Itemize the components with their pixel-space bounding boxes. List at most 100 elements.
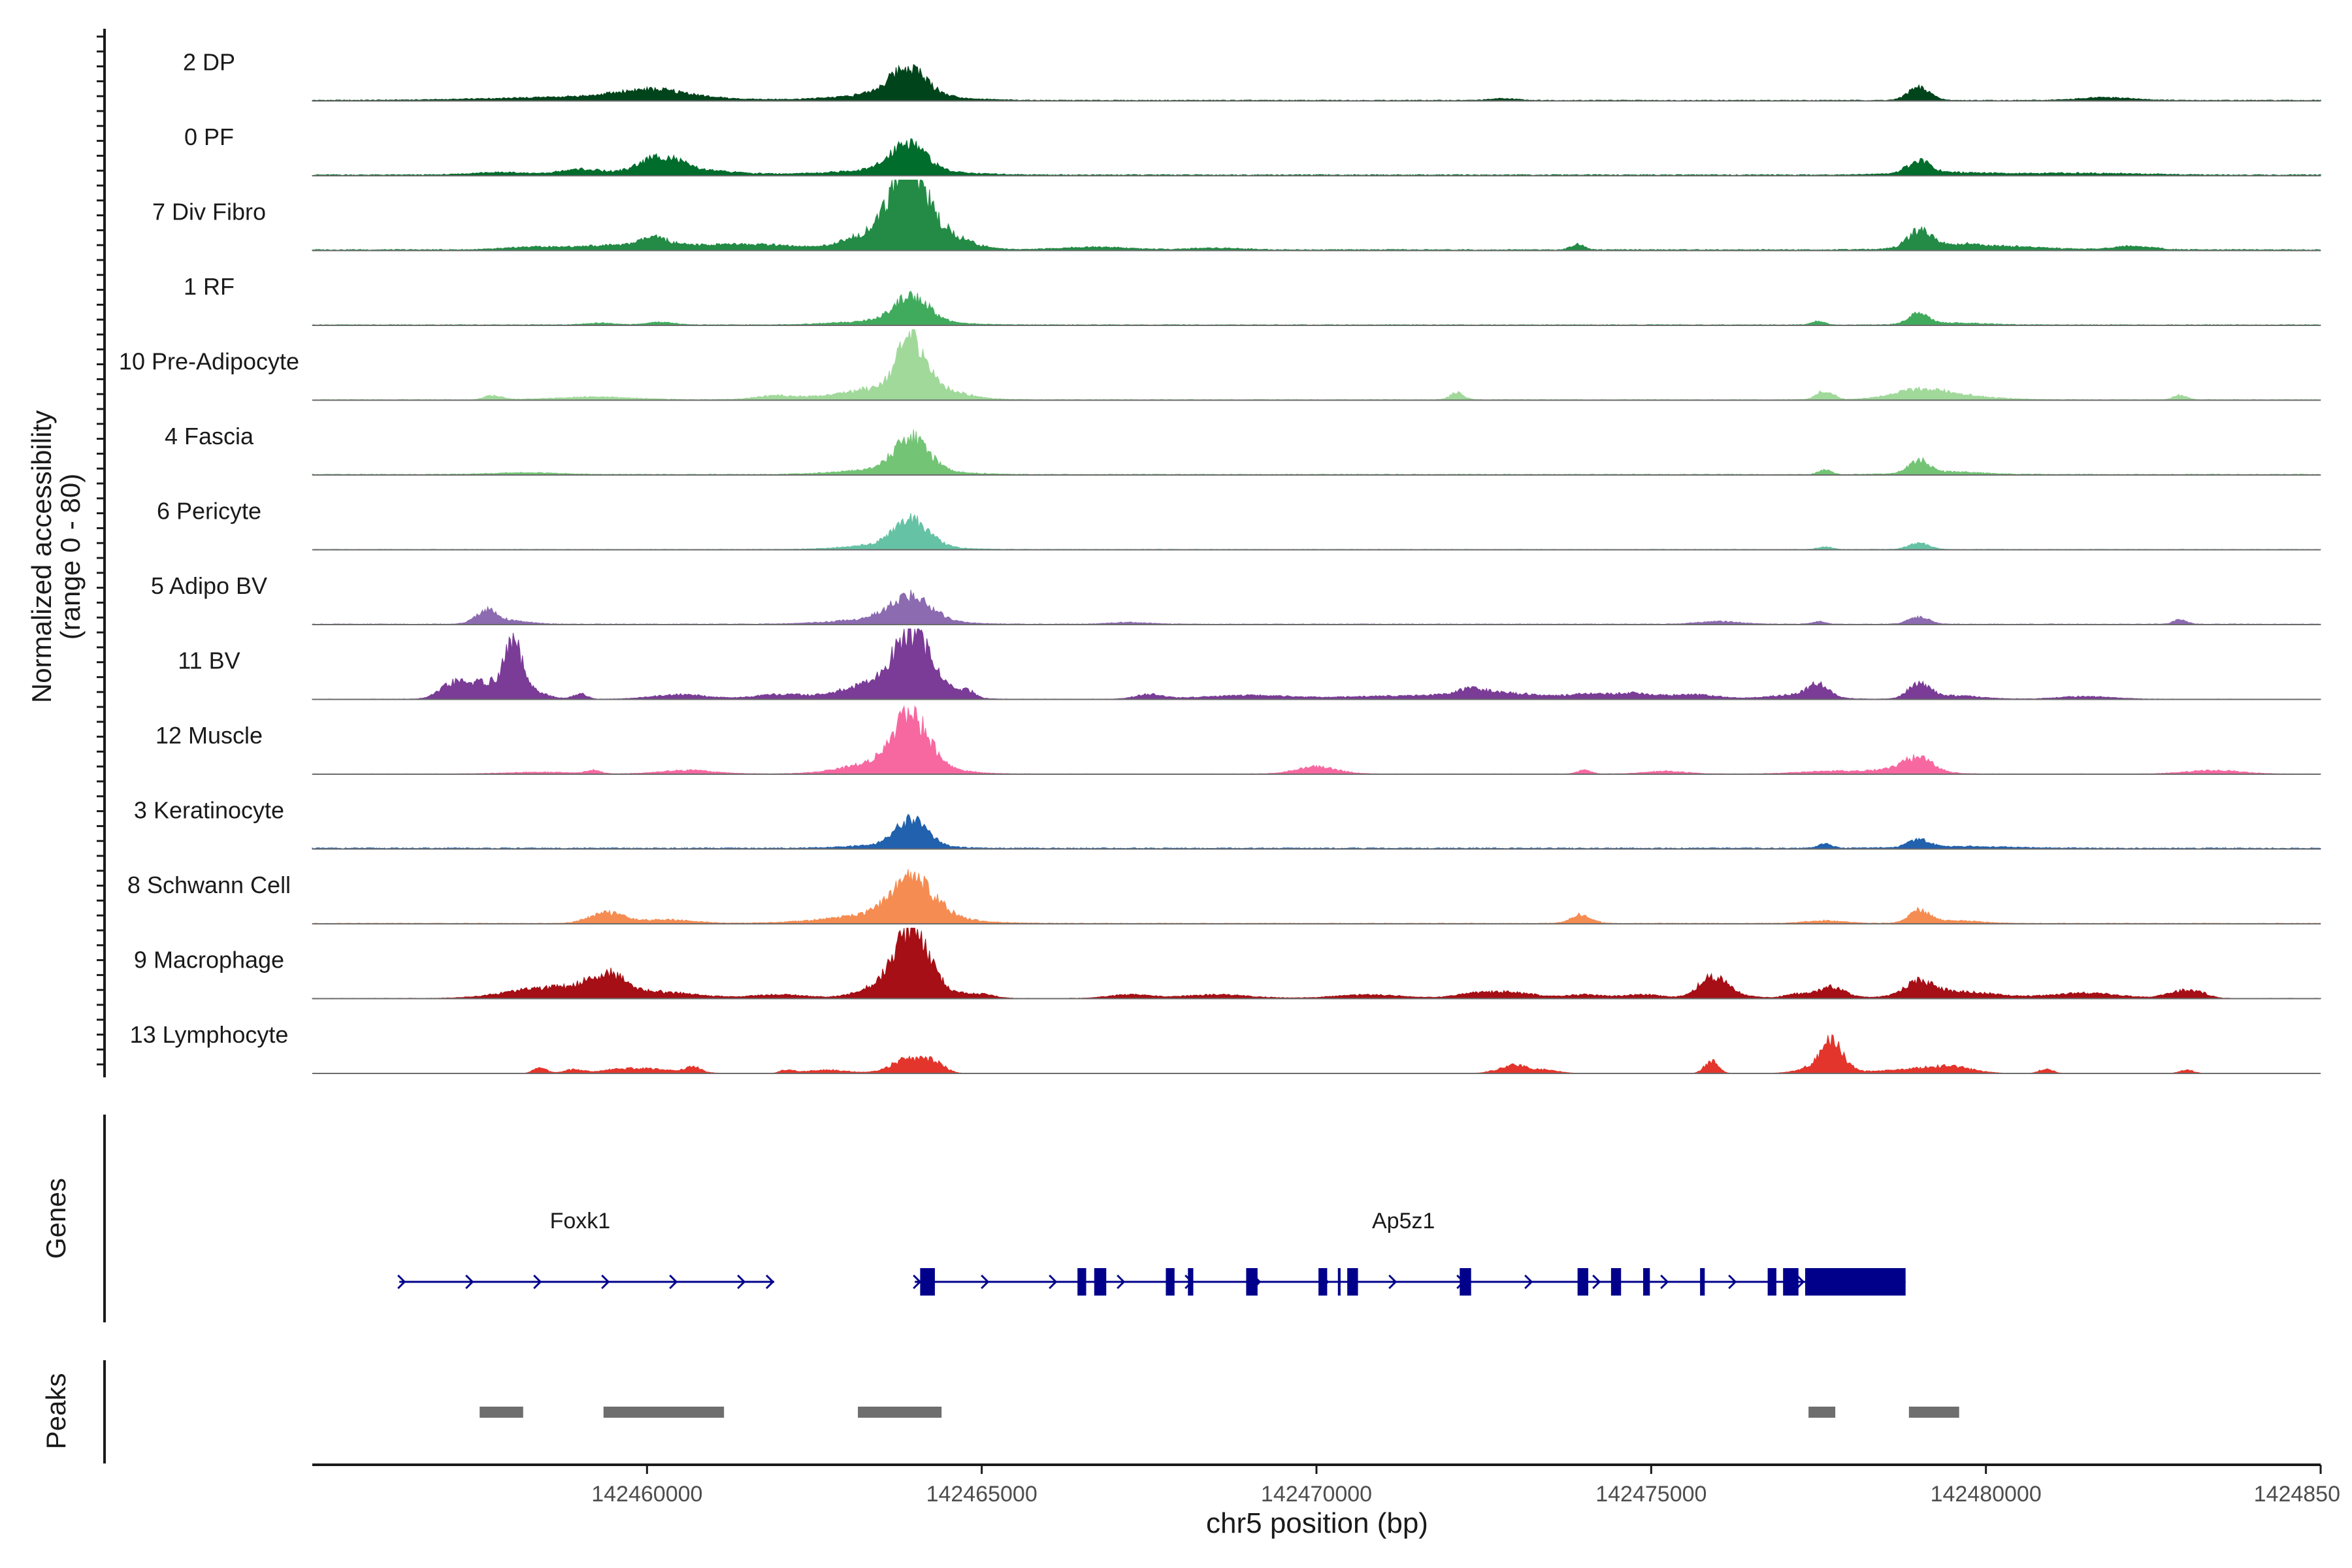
exon (1318, 1268, 1328, 1296)
strand-arrow (1660, 1274, 1669, 1290)
y-axis-title-line1: Normalized accessibility (26, 410, 57, 703)
track-label: 9 Macrophage (134, 947, 284, 973)
track-label: 1 RF (184, 273, 235, 300)
track-area (312, 138, 2321, 176)
track-area (312, 1034, 2321, 1074)
gene-label: Foxk1 (550, 1209, 611, 1233)
track-13-lymphocyte: 13 Lymphocyte (130, 1021, 2321, 1074)
track-0-pf: 0 PF (184, 123, 2321, 176)
genes-panel: Foxk1 Ap5z1 (103, 1115, 1906, 1322)
track-3-keratinocyte: 3 Keratinocyte (134, 797, 2321, 850)
exon (1783, 1268, 1799, 1296)
strand-arrow (1592, 1274, 1601, 1290)
exon (1700, 1268, 1705, 1296)
x-tick-label: 142470000 (1261, 1482, 1372, 1507)
strand-arrow (1728, 1274, 1737, 1290)
x-tick-label: 142460000 (591, 1482, 702, 1507)
peak-region (480, 1407, 523, 1418)
peak-region (1808, 1407, 1836, 1418)
strand-arrow (913, 1274, 922, 1290)
track-area (312, 63, 2321, 101)
x-tick-label: 142475000 (1595, 1482, 1707, 1507)
strand-arrow (465, 1274, 474, 1290)
track-4-fascia: 4 Fascia (165, 423, 2321, 476)
track-area (312, 869, 2321, 924)
strand-arrow (765, 1274, 775, 1290)
exon (1610, 1268, 1622, 1296)
strand-arrow (1796, 1274, 1805, 1290)
exon (1643, 1268, 1650, 1296)
exon (920, 1268, 935, 1296)
peak-region (858, 1407, 942, 1418)
accessibility-tracks: 2 DP 0 PF 7 Div Fibro 1 RF 10 Pre-Adipocyte 4… (97, 29, 2321, 1077)
track-12-muscle: 12 Muscle (155, 705, 2321, 775)
track-area (312, 589, 2321, 625)
exon (1577, 1268, 1589, 1296)
x-tick-label: 142480000 (1931, 1482, 2042, 1507)
track-7-div-fibro: 7 Div Fibro (152, 180, 2321, 252)
track-area (312, 291, 2321, 326)
track-label: 11 BV (178, 647, 240, 674)
track-area (312, 513, 2321, 550)
strand-arrow (737, 1274, 746, 1290)
gene-foxk1: Foxk1 (397, 1209, 775, 1290)
track-5-adipo-bv: 5 Adipo BV (151, 572, 2321, 625)
gene-ap5z1: Ap5z1 (913, 1209, 1906, 1296)
track-8-schwann-cell: 8 Schwann Cell (127, 869, 2321, 924)
track-label: 6 Pericyte (157, 498, 261, 525)
exon (1166, 1268, 1175, 1296)
x-tick-label: 142465000 (926, 1482, 1037, 1507)
x-tick-label: 1424850 (2254, 1482, 2340, 1507)
track-label: 7 Div Fibro (152, 199, 266, 225)
exon (1246, 1268, 1258, 1296)
track-9-macrophage: 9 Macrophage (134, 927, 2321, 1000)
track-area (312, 813, 2321, 849)
track-area (312, 329, 2321, 400)
exon (1188, 1268, 1194, 1296)
track-label: 10 Pre-Adipocyte (119, 348, 299, 375)
track-1-rf: 1 RF (184, 273, 2321, 326)
gene-label: Ap5z1 (1372, 1209, 1435, 1233)
exon (1805, 1268, 1906, 1296)
track-area (312, 629, 2321, 700)
track-label: 5 Adipo BV (151, 572, 267, 599)
strand-arrow (601, 1274, 610, 1290)
strand-arrow (1388, 1274, 1397, 1290)
track-label: 0 PF (184, 123, 234, 150)
track-area (312, 927, 2321, 999)
exon (1337, 1268, 1341, 1296)
x-axis-title: chr5 position (bp) (1206, 1507, 1428, 1539)
exon (1094, 1268, 1107, 1296)
exon (1347, 1268, 1358, 1296)
strand-arrow (1524, 1274, 1533, 1290)
strand-arrow (397, 1274, 406, 1290)
track-label: 12 Muscle (155, 722, 263, 749)
strand-arrow (669, 1274, 678, 1290)
strand-arrow (1117, 1274, 1126, 1290)
track-area (312, 180, 2321, 251)
genes-panel-label: Genes (41, 1178, 71, 1259)
strand-arrow (533, 1274, 542, 1290)
strand-arrow (981, 1274, 990, 1290)
track-10-pre-adipocyte: 10 Pre-Adipocyte (119, 329, 2321, 401)
track-label: 13 Lymphocyte (130, 1021, 289, 1048)
track-11-bv: 11 BV (178, 629, 2321, 700)
peak-region (1908, 1407, 1959, 1418)
track-area (312, 705, 2321, 775)
track-label: 8 Schwann Cell (127, 872, 291, 898)
track-area (312, 429, 2321, 476)
track-label: 2 DP (183, 49, 235, 76)
exon (1767, 1268, 1776, 1296)
track-label: 4 Fascia (165, 423, 254, 449)
peaks-panel (103, 1360, 1959, 1463)
peak-region (603, 1407, 725, 1418)
y-axis-title-line2: (range 0 - 80) (55, 474, 86, 640)
exon (1077, 1268, 1086, 1296)
track-label: 3 Keratinocyte (134, 797, 284, 824)
exon (1460, 1268, 1471, 1296)
peaks-panel-label: Peaks (41, 1373, 71, 1450)
track-6-pericyte: 6 Pericyte (157, 498, 2321, 551)
track-2-dp: 2 DP (183, 49, 2321, 102)
strand-arrow (1049, 1274, 1058, 1290)
